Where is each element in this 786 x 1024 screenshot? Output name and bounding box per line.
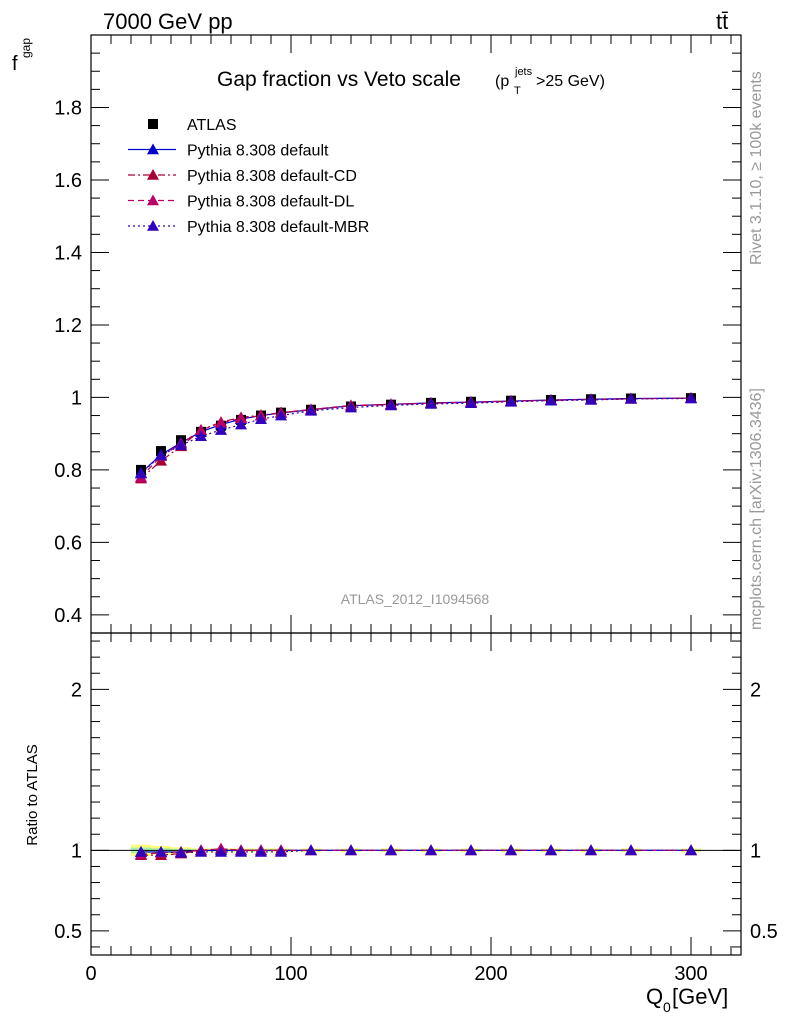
series-marker (135, 467, 147, 479)
legend-marker (147, 169, 159, 180)
series-line (140, 397, 692, 480)
series-marker (155, 449, 167, 461)
x-axis-label: Q (646, 984, 663, 1009)
process-label: tt̄ (716, 9, 728, 34)
ratio-series-marker (155, 845, 167, 857)
ratio-series-marker (385, 844, 397, 856)
legend-marker-data (148, 119, 158, 129)
ratio-tick-label-right: 1 (750, 840, 761, 862)
ratio-series-marker (625, 844, 637, 856)
series-marker (545, 394, 557, 406)
mcplots-label: mcplots.cern.ch [arXiv:1306.3436] (748, 388, 765, 630)
x-tick-label: 100 (274, 963, 307, 985)
rivet-version-label: Rivet 3.1.10, ≥ 100k events (748, 71, 765, 265)
series-marker (625, 392, 637, 404)
legend-label: ATLAS (187, 117, 237, 134)
series-marker (505, 395, 517, 407)
ratio-tick-label-right: 2 (750, 679, 761, 701)
ratio-series-marker (425, 844, 437, 856)
axis-ticks: 0 100 200 300 0.4 0.6 0.8 1 1.2 1.4 1.6 1.8 0.5 0.5 1 1… (54, 34, 778, 985)
series-marker (235, 412, 247, 424)
ratio-series-marker (505, 844, 517, 856)
y-axis-label: f (12, 53, 18, 75)
legend-label: Pythia 8.308 default-MBR (187, 219, 369, 236)
series-marker (585, 393, 597, 405)
legend-label: Pythia 8.308 default-DL (187, 194, 354, 211)
x-tick-label: 200 (474, 963, 507, 985)
ratio-series-marker (215, 845, 227, 857)
y-axis-label-sub: gap (19, 38, 33, 58)
ratio-plot-frame (90, 632, 742, 956)
series-marker (255, 413, 267, 424)
analysis-watermark: ATLAS_2012_I1094568 (341, 591, 490, 607)
ratio-tick-label-left: 1 (71, 840, 82, 862)
y-tick-label: 1.4 (54, 242, 82, 264)
chart-title: Gap fraction vs Veto scale (217, 68, 461, 91)
ratio-series-marker (235, 845, 247, 857)
ratio-series-marker (195, 845, 207, 857)
ratio-tick-label-left: 0.5 (54, 921, 82, 943)
x-axis-label-tail: [GeV] (672, 984, 728, 1009)
series-marker (235, 418, 247, 430)
series-marker (385, 399, 397, 411)
ratio-series-marker (685, 844, 697, 856)
chart-title-sup: jets (514, 66, 533, 78)
ratio-series-marker (585, 844, 597, 856)
x-tick-label: 300 (674, 963, 707, 985)
x-tick-label: 0 (85, 963, 96, 985)
series-marker (465, 397, 477, 409)
y-tick-label: 1 (71, 387, 82, 409)
chart-title-tail: >25 GeV) (536, 73, 605, 90)
series-marker (305, 404, 317, 416)
ratio-series-marker (305, 844, 317, 856)
series-marker (425, 397, 437, 409)
series-marker (175, 439, 187, 451)
y-tick-label: 1.6 (54, 170, 82, 192)
ratio-tick-label-right: 0.5 (750, 921, 778, 943)
y-tick-label: 0.4 (54, 605, 82, 627)
y-tick-label: 0.8 (54, 460, 82, 482)
energy-label: 7000 GeV pp (103, 9, 233, 34)
legend-marker (147, 143, 159, 155)
y-tick-label: 1.8 (54, 97, 82, 119)
chart-title-paren: (p (495, 73, 509, 90)
series-line (140, 397, 692, 474)
ratio-series-marker (275, 845, 287, 857)
series-line (140, 397, 692, 478)
legend-marker (147, 194, 159, 206)
ratio-series-group (135, 842, 697, 860)
ratio-series-marker (545, 844, 557, 856)
ratio-tick-label-left: 2 (71, 679, 82, 701)
series-marker (195, 424, 207, 435)
ratio-y-axis-label: Ratio to ATLAS (24, 744, 41, 845)
legend-label: Pythia 8.308 default-CD (187, 168, 357, 185)
x-axis-label-sub: 0 (663, 999, 671, 1015)
ratio-series-marker (255, 845, 267, 857)
y-tick-label: 1.2 (54, 315, 82, 337)
series-marker (195, 430, 207, 442)
chart-title-subscript: T (514, 85, 521, 97)
y-tick-label: 0.6 (54, 532, 82, 554)
ratio-series-marker (135, 845, 147, 857)
ratio-series-marker (175, 846, 187, 858)
series-line (140, 397, 692, 474)
legend-marker (147, 220, 159, 231)
ratio-series-marker (465, 844, 477, 856)
series-marker (215, 424, 227, 435)
ratio-series-marker (345, 844, 357, 856)
legend-label: Pythia 8.308 default (187, 143, 329, 160)
main-series-group (135, 392, 697, 484)
series-marker (345, 401, 357, 413)
legend: ATLAS Pythia 8.308 default Pythia 8.308 de… (128, 117, 369, 236)
series-marker (215, 416, 227, 428)
series-marker (685, 392, 697, 404)
series-marker (275, 409, 287, 421)
